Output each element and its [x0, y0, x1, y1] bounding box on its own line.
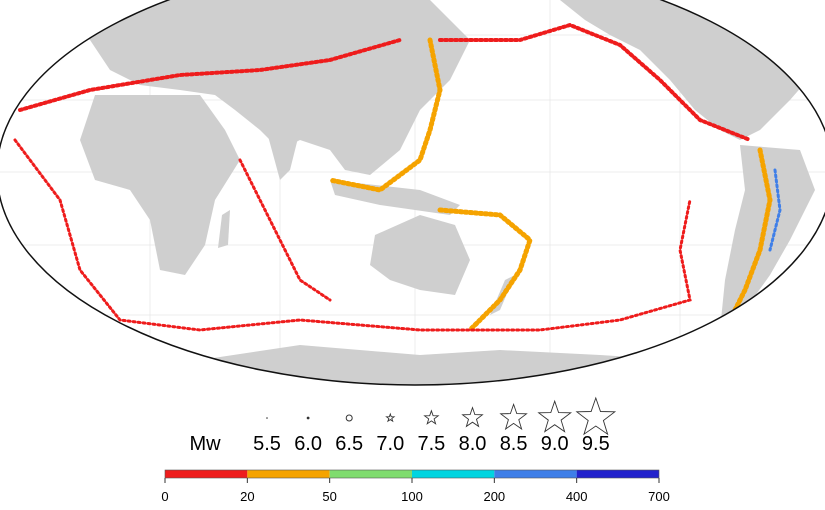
magnitude-symbol [266, 417, 268, 419]
seismic-belt [327, 37, 443, 193]
land-madagascar [218, 210, 230, 248]
magnitude-label: 7.0 [376, 433, 404, 455]
colorbar-tick-label: 100 [401, 489, 423, 504]
land-india [265, 125, 300, 180]
colorbar-segment [329, 470, 412, 478]
depth-colorbar: 0 20 50 100 200 400 700 [161, 469, 670, 504]
land-eurasia [40, 0, 470, 175]
land-africa [80, 95, 240, 275]
magnitude-symbol [499, 403, 528, 431]
seismic-belt [13, 138, 692, 332]
magnitude-label: 8.0 [459, 433, 487, 455]
magnitude-label: 6.0 [294, 433, 322, 455]
magnitude-legend: Mw 5.5 6.0 6.5 7.0 7.5 8.0 8.5 9.0 9.5 [189, 396, 617, 455]
magnitude-symbol [423, 409, 440, 425]
seismic-belt [437, 207, 533, 333]
magnitude-label: 6.5 [335, 433, 363, 455]
magnitude-symbol [461, 406, 484, 428]
colorbar-segment [576, 470, 659, 478]
colorbar-segment [494, 470, 577, 478]
map [0, 0, 825, 385]
colorbar-tick-label: 0 [161, 489, 168, 504]
seismic-belt [18, 38, 402, 112]
magnitude-symbol [345, 414, 353, 422]
map-border [0, 0, 825, 386]
land-australia [370, 215, 470, 295]
colorbar-segment [165, 470, 248, 478]
colorbar-tick-label: 20 [240, 489, 254, 504]
magnitude-symbol [537, 399, 573, 433]
colorbar-tick-label: 50 [322, 489, 336, 504]
magnitude-symbol [575, 396, 617, 436]
magnitude-label: 5.5 [253, 433, 281, 455]
colorbar-tick-label: 400 [566, 489, 588, 504]
seismic-belt [768, 168, 782, 252]
seismic-belts [13, 22, 782, 333]
colorbar-tick-label: 200 [483, 489, 505, 504]
magnitude-symbol [385, 412, 396, 423]
magnitude-label: 8.5 [500, 433, 528, 455]
seismic-belt [238, 158, 332, 302]
magnitude-label: 7.5 [417, 433, 445, 455]
magnitude-label: 9.5 [582, 433, 610, 455]
magnitude-symbol [306, 416, 310, 420]
colorbar-segment [412, 470, 495, 478]
magnitude-label: 9.0 [541, 433, 569, 455]
seismic-belt [722, 147, 773, 333]
seismic-belt [438, 22, 752, 142]
colorbar-segment [247, 470, 330, 478]
colorbar-tick-label: 700 [648, 489, 670, 504]
legend-label: Mw [189, 433, 221, 455]
